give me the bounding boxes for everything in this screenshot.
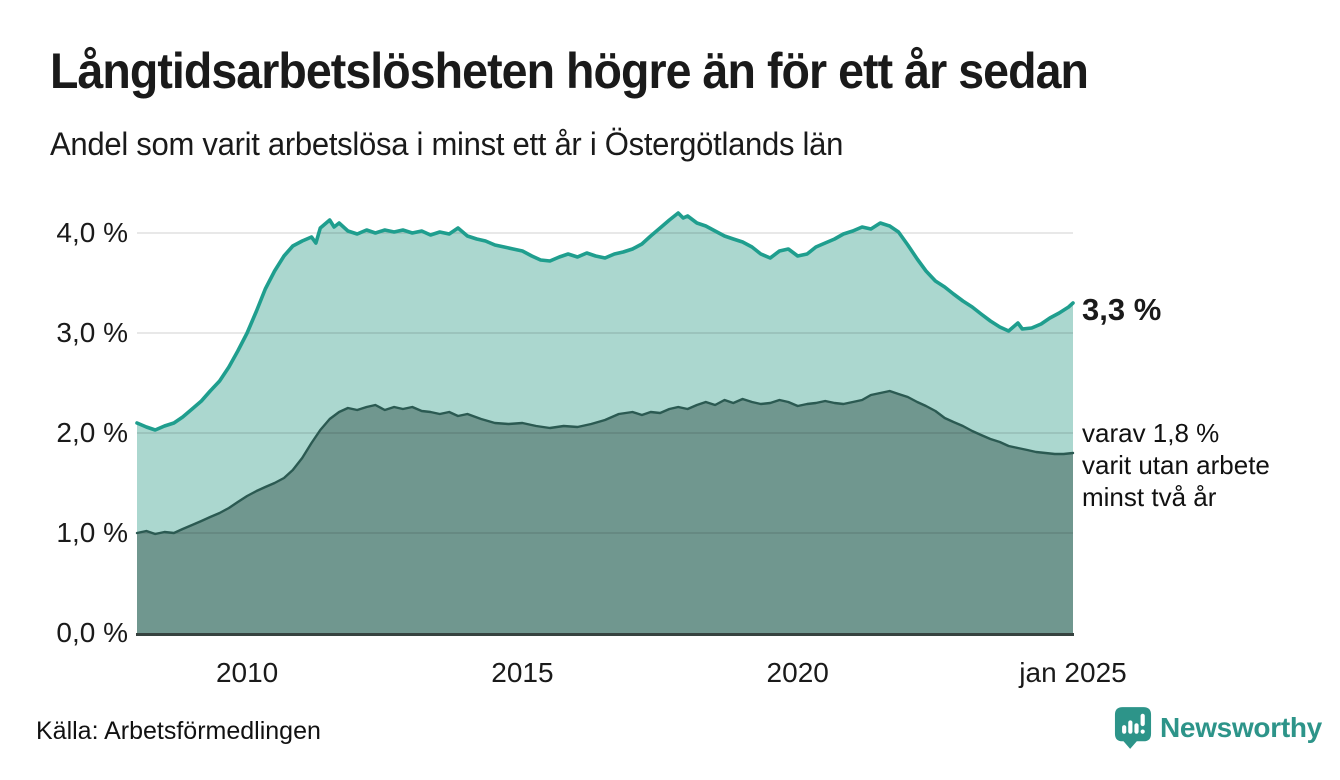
x-tick-label: jan 2025 [1019, 657, 1127, 688]
y-tick-label: 0,0 % [56, 617, 128, 648]
chart-title: Långtidsarbetslösheten högre än för ett … [50, 43, 1089, 99]
newsworthy-bar-chart-icon [1114, 706, 1152, 750]
y-tick-label: 4,0 % [56, 217, 128, 248]
x-tick-label: 2010 [215, 657, 279, 688]
newsworthy-logo-text: Newsworthy [1160, 712, 1322, 743]
x-tick-label: 2015 [491, 657, 554, 688]
two-year-annotation: varav 1,8 % varit utan arbete minst två … [1082, 418, 1270, 512]
latest-value-label: 3,3 % [1082, 292, 1162, 327]
y-tick-label: 2,0 % [56, 417, 128, 448]
source-note: Källa: Arbetsförmedlingen [36, 717, 321, 745]
line-two-year [135, 389, 1075, 536]
area-fill-two-year [137, 391, 1073, 633]
y-tick-label: 1,0 % [56, 517, 128, 548]
x-tick-label: 2020 [766, 657, 829, 688]
chart-subtitle: Andel som varit arbetslösa i minst ett å… [50, 126, 844, 162]
line-one-year [135, 211, 1075, 432]
newsworthy-logo: Newsworthy [1114, 706, 1322, 750]
y-tick-label: 3,0 % [56, 317, 128, 348]
